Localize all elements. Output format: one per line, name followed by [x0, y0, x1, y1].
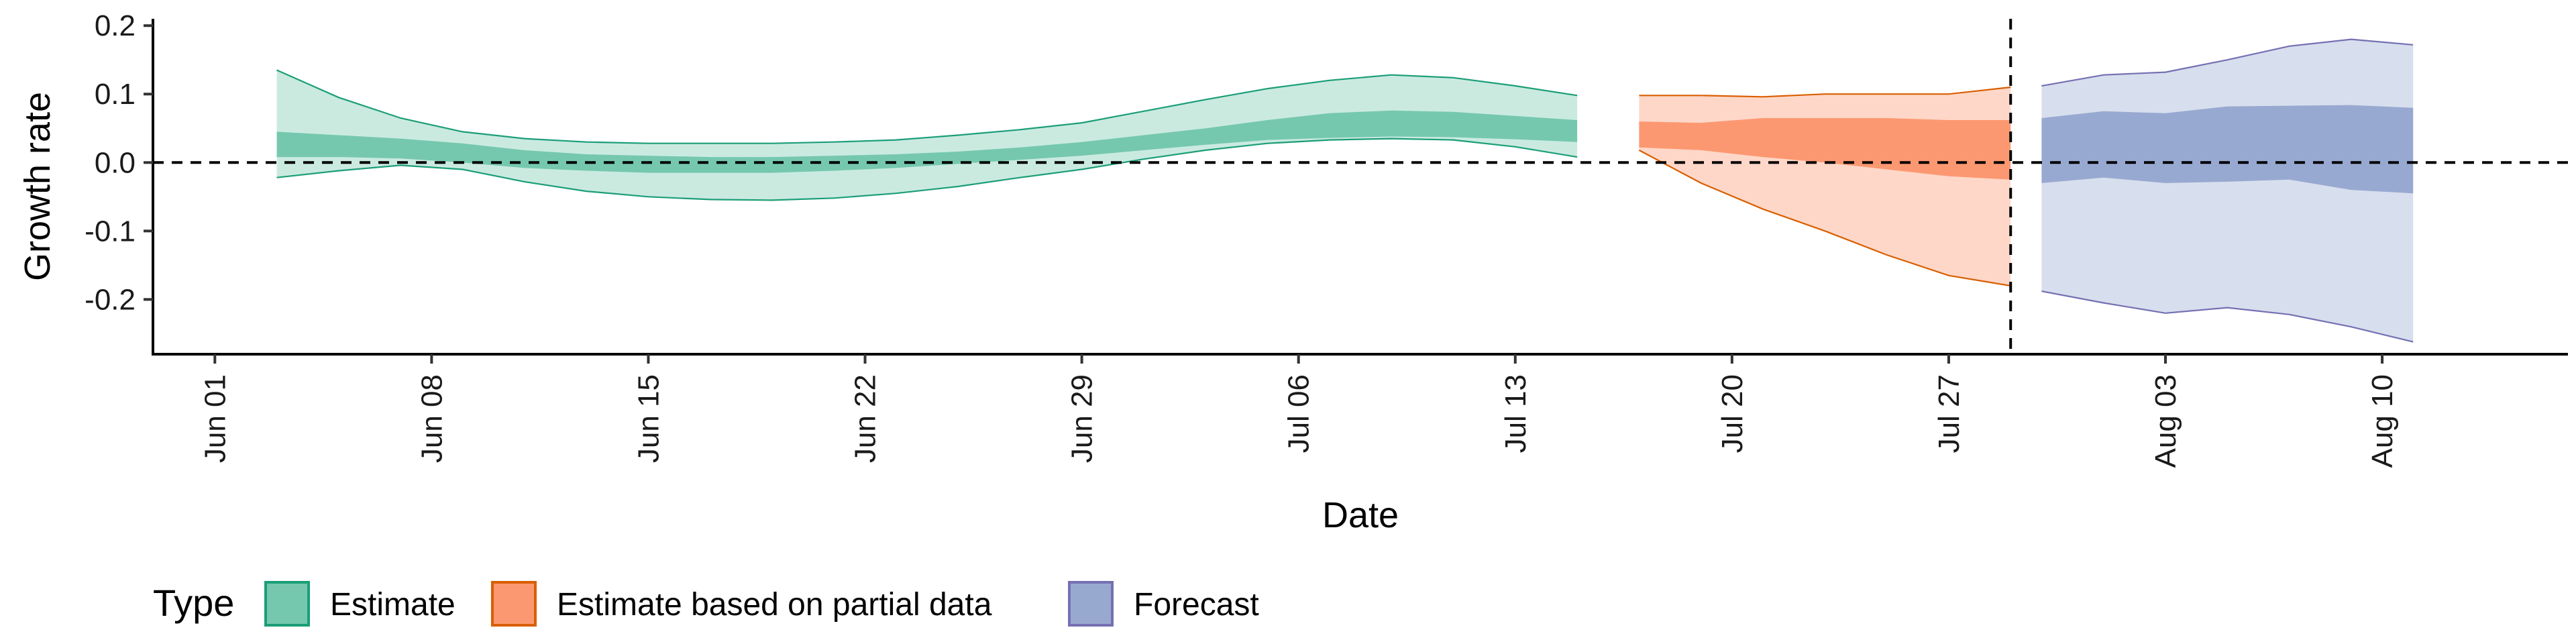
x-tick-label: Jul 27 — [1933, 374, 1966, 453]
x-tick-label: Jun 29 — [1066, 374, 1099, 463]
band-upper-edge-estimate-based-on-partial-data — [1639, 86, 2011, 98]
y-tick-label: 0.2 — [95, 9, 136, 42]
legend: Type Estimate Estimate based on partial d… — [153, 581, 1259, 627]
series-estimate — [276, 69, 1578, 201]
legend-key-forecast — [1068, 581, 1114, 627]
legend-item-forecast: Forecast — [1068, 581, 1259, 627]
legend-key-estimate — [264, 581, 310, 627]
legend-label-estimate: Estimate — [330, 587, 455, 623]
series-estimate-based-on-partial-data — [1638, 86, 2011, 287]
y-tick-label: 0.0 — [95, 146, 136, 179]
x-tick-label: Jun 01 — [199, 374, 231, 463]
x-tick-label: Jun 08 — [415, 374, 448, 463]
legend-item-estimate-based-on-partial-data: Estimate based on partial data — [491, 581, 992, 627]
y-tick-label: 0.1 — [95, 78, 136, 111]
plot-bands — [276, 38, 2414, 343]
band-outer-estimate-based-on-partial-data — [1639, 87, 2011, 286]
x-tick-label: Jun 15 — [633, 374, 665, 463]
band-lower-edge-estimate — [276, 138, 1578, 201]
legend-label-forecast: Forecast — [1134, 587, 1259, 623]
x-tick-label: Aug 03 — [2149, 374, 2182, 468]
y-tick-label: -0.2 — [85, 283, 136, 316]
y-axis-title: Growth rate — [17, 92, 58, 281]
legend-title: Type — [153, 582, 234, 624]
x-tick-label: Jul 06 — [1283, 374, 1316, 453]
band-upper-edge-estimate — [276, 69, 1578, 144]
x-tick-label: Aug 10 — [2366, 374, 2399, 468]
band-inner-forecast — [2041, 105, 2414, 194]
series-forecast — [2041, 38, 2414, 343]
reference-lines — [153, 19, 2568, 354]
legend-item-estimate: Estimate — [264, 581, 455, 627]
band-inner-estimate-based-on-partial-data — [1639, 118, 2011, 180]
y-axis-ticks: -0.2 -0.1 0.0 0.1 0.2 — [85, 9, 153, 316]
x-axis-ticks: Jun 01 Jun 08 Jun 15 Jun 22 Jun 29 Jul 06 Jul … — [199, 354, 2399, 468]
x-axis-title: Date — [1322, 495, 1399, 535]
legend-key-estimate-based-on-partial-data — [491, 581, 537, 627]
legend-label-estimate-based-on-partial-data: Estimate based on partial data — [557, 587, 992, 623]
band-lower-edge-forecast — [2041, 290, 2414, 343]
band-lower-edge-estimate-based-on-partial-data — [1638, 149, 2011, 287]
x-tick-label: Jul 13 — [1499, 374, 1532, 453]
x-tick-label: Jun 22 — [849, 374, 882, 463]
y-tick-label: -0.1 — [85, 215, 136, 248]
band-outer-forecast — [2041, 39, 2414, 342]
band-inner-estimate — [276, 110, 1578, 173]
x-tick-label: Jul 20 — [1716, 374, 1749, 453]
band-upper-edge-forecast — [2041, 38, 2414, 87]
